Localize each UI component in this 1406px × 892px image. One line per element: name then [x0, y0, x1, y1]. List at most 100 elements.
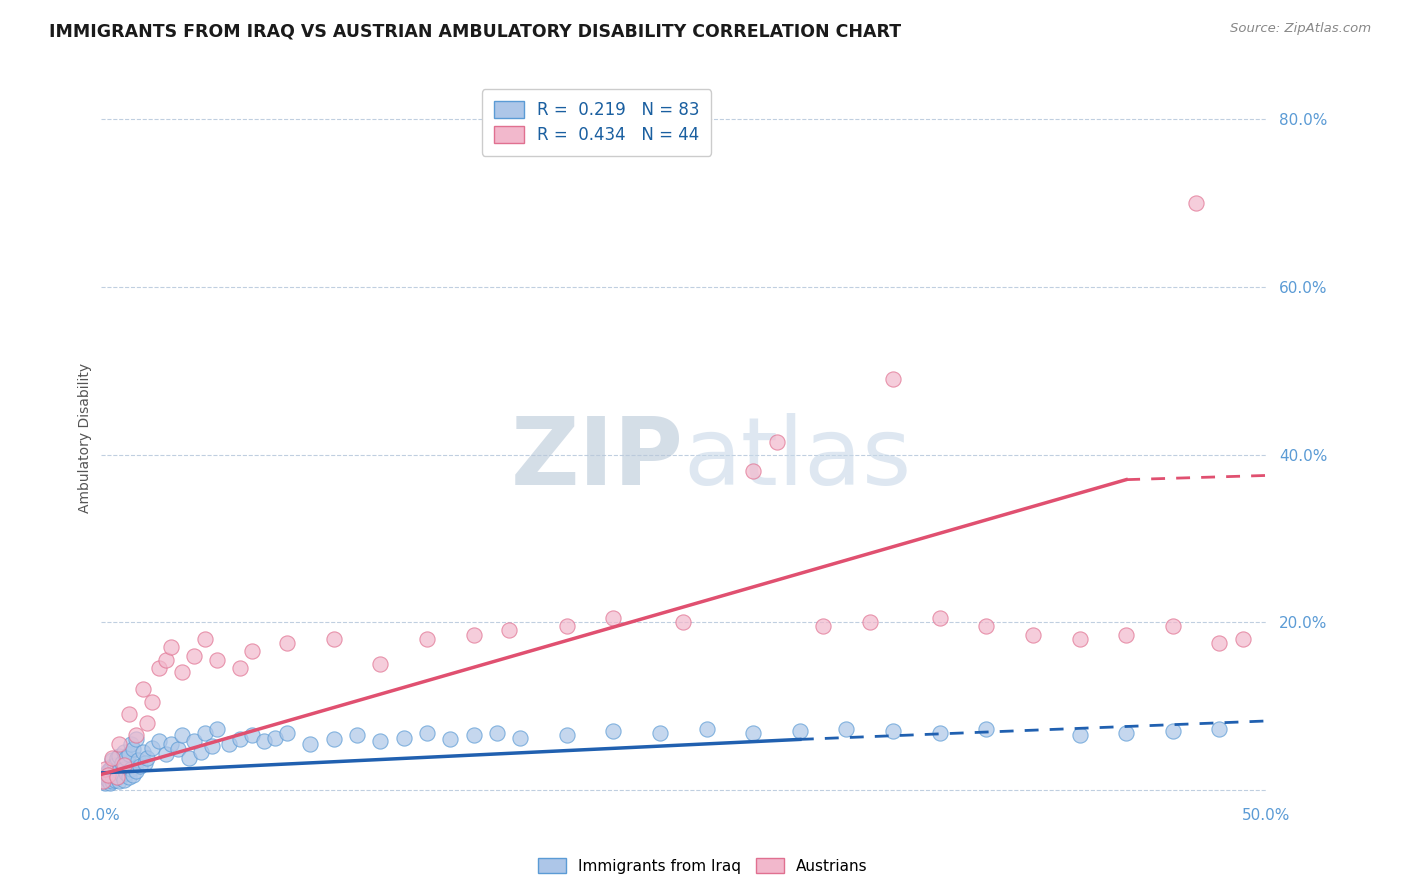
Text: Source: ZipAtlas.com: Source: ZipAtlas.com [1230, 22, 1371, 36]
Point [882, 724, 904, 739]
Point [91, 774, 114, 789]
Point [498, 624, 520, 638]
Point [811, 619, 834, 633]
Point [131, 682, 153, 697]
Point [368, 657, 391, 671]
Legend: Immigrants from Iraq, Austrians: Immigrants from Iraq, Austrians [533, 852, 873, 880]
Point [112, 772, 135, 787]
Point [148, 734, 170, 748]
Point [696, 723, 718, 737]
Point [141, 695, 163, 709]
Point [229, 661, 252, 675]
Point [94, 776, 117, 790]
Point [131, 745, 153, 759]
Point [97, 772, 120, 787]
Point [141, 740, 163, 755]
Point [322, 632, 344, 646]
Point [101, 759, 124, 773]
Point [134, 756, 156, 770]
Point [928, 725, 950, 739]
Point [1115, 628, 1137, 642]
Point [509, 731, 531, 745]
Point [115, 766, 138, 780]
Point [602, 611, 624, 625]
Point [124, 732, 146, 747]
Point [194, 632, 217, 646]
Point [101, 751, 124, 765]
Point [928, 611, 950, 625]
Point [240, 644, 263, 658]
Point [112, 745, 135, 759]
Point [117, 747, 139, 762]
Y-axis label: Ambulatory Disability: Ambulatory Disability [79, 363, 93, 513]
Point [103, 766, 125, 780]
Point [112, 757, 135, 772]
Point [172, 665, 194, 680]
Point [1022, 628, 1045, 642]
Point [97, 764, 120, 779]
Point [108, 774, 131, 789]
Point [276, 636, 298, 650]
Point [346, 728, 368, 742]
Point [129, 759, 152, 773]
Point [94, 762, 117, 776]
Point [105, 770, 128, 784]
Point [117, 707, 139, 722]
Point [103, 757, 125, 772]
Point [1069, 632, 1091, 646]
Point [155, 747, 177, 762]
Point [859, 615, 882, 629]
Point [120, 762, 142, 776]
Point [136, 751, 159, 765]
Point [122, 767, 145, 781]
Point [322, 732, 344, 747]
Point [205, 723, 228, 737]
Point [463, 728, 485, 742]
Point [105, 762, 128, 776]
Point [264, 731, 287, 745]
Point [555, 619, 578, 633]
Point [108, 737, 131, 751]
Point [98, 776, 121, 790]
Point [124, 728, 146, 742]
Point [108, 764, 131, 779]
Point [112, 762, 135, 776]
Point [183, 648, 205, 663]
Legend: R =  0.219   N = 83, R =  0.434   N = 44: R = 0.219 N = 83, R = 0.434 N = 44 [482, 89, 711, 156]
Point [276, 725, 298, 739]
Point [1069, 728, 1091, 742]
Point [97, 767, 120, 781]
Point [835, 723, 858, 737]
Point [1208, 636, 1230, 650]
Point [555, 728, 578, 742]
Text: IMMIGRANTS FROM IRAQ VS AUSTRIAN AMBULATORY DISABILITY CORRELATION CHART: IMMIGRANTS FROM IRAQ VS AUSTRIAN AMBULAT… [49, 22, 901, 40]
Point [976, 723, 998, 737]
Point [1232, 632, 1254, 646]
Point [1161, 619, 1184, 633]
Point [179, 751, 201, 765]
Point [672, 615, 695, 629]
Point [117, 770, 139, 784]
Point [105, 770, 128, 784]
Point [183, 734, 205, 748]
Point [485, 725, 508, 739]
Point [229, 732, 252, 747]
Point [194, 725, 217, 739]
Point [765, 434, 787, 449]
Point [1161, 724, 1184, 739]
Point [368, 734, 391, 748]
Point [91, 774, 114, 789]
Point [205, 653, 228, 667]
Point [463, 628, 485, 642]
Point [115, 751, 138, 765]
Point [159, 640, 181, 655]
Point [218, 737, 240, 751]
Point [253, 734, 276, 748]
Point [98, 770, 121, 784]
Point [976, 619, 998, 633]
Point [155, 653, 177, 667]
Point [742, 464, 765, 478]
Point [648, 725, 671, 739]
Point [240, 728, 263, 742]
Point [789, 724, 811, 739]
